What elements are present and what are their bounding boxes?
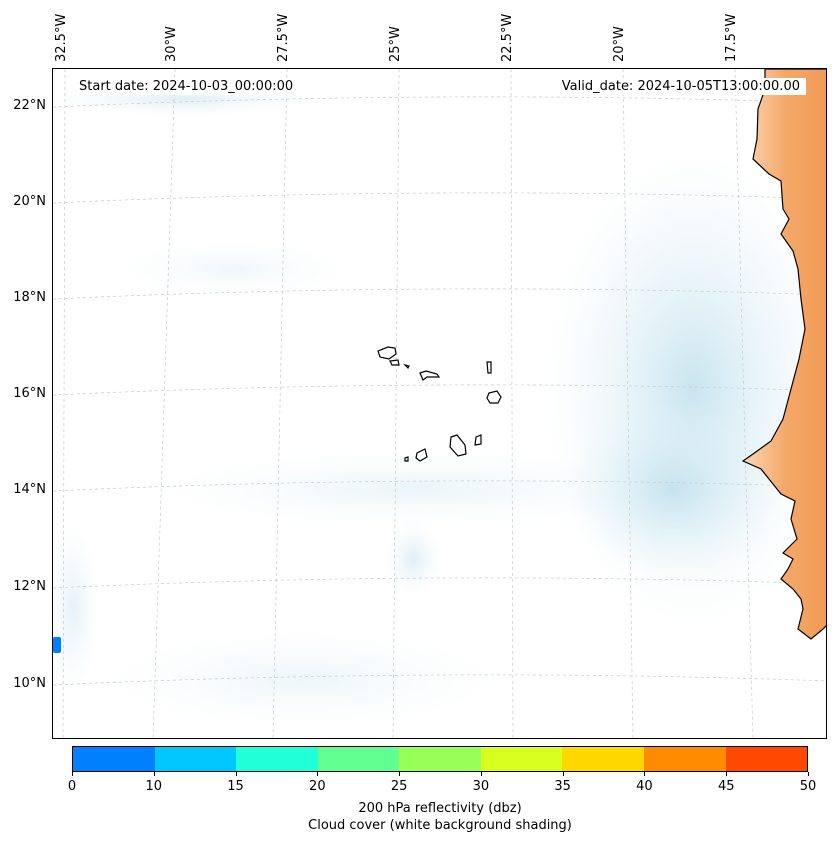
colorbar-tickmark — [562, 772, 564, 776]
longitude-gridline — [392, 69, 400, 738]
longitude-label: 32.5°W — [54, 13, 69, 62]
colorbar-tickmark — [808, 772, 809, 776]
colorbar-tick-label: 50 — [799, 779, 817, 794]
map-gridlines — [53, 69, 826, 738]
latitude-label: 16°N — [13, 386, 46, 401]
colorbar-tick-label: 20 — [309, 779, 326, 794]
latitude-label: 18°N — [13, 290, 46, 305]
map-canvas — [53, 69, 826, 738]
longitude-label: 20°W — [612, 26, 627, 62]
colorbar-segment — [236, 747, 318, 771]
colorbar-segment — [399, 747, 481, 771]
latitude-gridline — [53, 192, 826, 204]
colorbar-segment — [562, 747, 644, 771]
colorbar-tickmark — [317, 772, 319, 776]
cloud-cover-shading — [53, 81, 826, 729]
colorbar-tick-label: 40 — [636, 779, 653, 794]
colorbar-segment — [643, 747, 726, 771]
valid-date-label: Valid_date: 2024-10-05T13:00:00.00 — [555, 78, 806, 95]
colorbar-segment — [317, 747, 400, 771]
longitude-label: 30°W — [164, 26, 179, 62]
latitude-gridline — [53, 384, 826, 396]
colorbar-tick-label: 15 — [227, 779, 244, 794]
colorbar-tickmark — [153, 772, 155, 776]
latitude-gridline — [53, 288, 826, 300]
latitude-gridline — [53, 480, 826, 492]
latitude-label: 10°N — [13, 676, 46, 691]
longitude-gridline — [510, 69, 514, 738]
colorbar-tick-label: 10 — [145, 779, 163, 794]
colorbar-tick-label: 30 — [472, 779, 490, 794]
start-date-label: Start date: 2024-10-03_00:00:00 — [73, 78, 300, 95]
cape-verde-islands — [377, 346, 502, 462]
colorbar-tickmark — [644, 772, 646, 776]
latitude-label: 14°N — [13, 482, 46, 497]
longitude-label: 25°W — [388, 26, 403, 62]
longitude-gridline — [734, 69, 754, 738]
latitude-gridline — [53, 674, 826, 686]
longitude-gridline — [272, 69, 288, 738]
longitude-label: 22.5°W — [500, 13, 515, 62]
longitude-label: 27.5°W — [276, 13, 291, 62]
reflectivity-colorbar — [72, 746, 808, 772]
colorbar-tickmark — [480, 772, 482, 776]
latitude-gridline — [53, 577, 826, 589]
colorbar-tick-label: 25 — [390, 779, 408, 794]
africa-landmass — [741, 69, 826, 640]
colorbar-label: 200 hPa reflectivity (dbz) — [358, 801, 522, 816]
longitude-label: 17.5°W — [724, 13, 739, 62]
longitude-gridline — [622, 69, 634, 738]
map-panel[interactable]: Start date: 2024-10-03_00:00:00 Valid_da… — [52, 68, 827, 739]
latitude-gridline — [53, 96, 826, 108]
colorbar-tick-label: 0 — [67, 779, 77, 794]
colorbar-segment — [725, 747, 808, 771]
colorbar-tick-label: 35 — [554, 779, 571, 794]
colorbar-sublabel: Cloud cover (white background shading) — [308, 818, 572, 833]
colorbar-tickmark — [235, 772, 237, 776]
reflectivity-blob — [53, 637, 61, 653]
latitude-label: 22°N — [13, 98, 46, 113]
longitude-gridline — [152, 69, 176, 738]
longitude-gridline — [62, 69, 66, 738]
latitude-label: 20°N — [13, 194, 46, 209]
colorbar-tickmark — [726, 772, 728, 776]
colorbar-segment — [73, 747, 155, 771]
colorbar-tickmark — [72, 772, 73, 776]
colorbar-tick-label: 45 — [717, 779, 735, 794]
colorbar-segment — [480, 747, 563, 771]
latitude-label: 12°N — [13, 579, 46, 594]
colorbar-segment — [154, 747, 237, 771]
colorbar-tickmark — [399, 772, 401, 776]
